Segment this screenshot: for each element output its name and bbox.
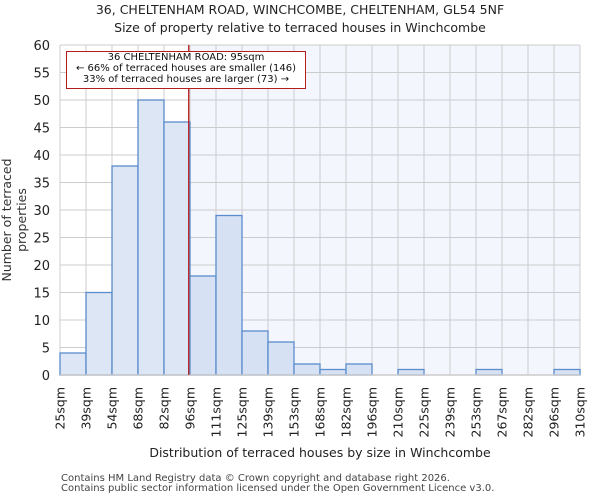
- histogram-bar: [85, 291, 113, 376]
- footer-licence: Contains public sector information licen…: [61, 483, 495, 494]
- x-tick-label: 153sqm: [287, 387, 302, 437]
- histogram-bar: [189, 275, 217, 376]
- chart-title: 36, CHELTENHAM ROAD, WINCHCOMBE, CHELTEN…: [95, 2, 505, 17]
- x-tick-label: 139sqm: [261, 387, 276, 437]
- x-tick-label: 239sqm: [443, 387, 458, 437]
- histogram-bar: [319, 368, 347, 376]
- x-tick-label: 125sqm: [235, 387, 250, 437]
- x-tick-label: 54sqm: [105, 387, 120, 430]
- x-tick-label: 68sqm: [131, 387, 146, 430]
- x-tick-label: 168sqm: [313, 387, 328, 437]
- x-axis-label: Distribution of terraced houses by size …: [149, 445, 491, 460]
- histogram-bar: [345, 363, 373, 376]
- y-tick-label: 50: [33, 94, 50, 109]
- x-tick-label: 225sqm: [417, 387, 432, 437]
- x-tick-label: 267sqm: [495, 387, 510, 437]
- y-tick-label: 55: [33, 67, 50, 82]
- annotation-line-2: ← 66% of terraced houses are smaller (14…: [75, 63, 297, 74]
- y-tick-label: 35: [33, 177, 50, 192]
- x-tick-label: 282sqm: [521, 387, 536, 437]
- property-annotation-box: 36 CHELTENHAM ROAD: 95sqm ← 66% of terra…: [66, 51, 306, 89]
- y-tick-label: 25: [33, 232, 50, 247]
- histogram-bar: [111, 165, 139, 376]
- y-tick-label: 15: [33, 287, 50, 302]
- x-tick-label: 310sqm: [573, 387, 588, 437]
- footer-copyright: Contains HM Land Registry data © Crown c…: [61, 473, 450, 484]
- histogram-bar: [163, 121, 191, 376]
- y-tick-label: 40: [33, 149, 50, 164]
- y-tick-label: 60: [33, 39, 50, 54]
- histogram-bar: [241, 330, 269, 376]
- y-tick-label: 20: [33, 259, 50, 274]
- y-tick-label: 5: [42, 342, 50, 357]
- chart-subtitle: Size of property relative to terraced ho…: [114, 20, 486, 35]
- x-tick-label: 196sqm: [365, 387, 380, 437]
- histogram-bar: [293, 363, 321, 376]
- x-tick-label: 39sqm: [79, 387, 94, 430]
- x-tick-label: 96sqm: [183, 387, 198, 430]
- annotation-line-3: 33% of terraced houses are larger (73) →: [82, 74, 290, 85]
- y-axis-label: Number of terraced properties: [0, 158, 29, 282]
- y-tick-label: 0: [42, 369, 50, 384]
- x-tick-label: 182sqm: [339, 387, 354, 437]
- histogram-bar: [475, 368, 503, 376]
- x-tick-label: 210sqm: [391, 387, 406, 437]
- histogram-bar: [137, 99, 165, 376]
- histogram-bar: [553, 368, 581, 376]
- annotation-line-1: 36 CHELTENHAM ROAD: 95sqm: [107, 52, 265, 63]
- y-tick-label: 30: [33, 204, 50, 219]
- histogram-bar: [397, 368, 425, 376]
- x-tick-label: 25sqm: [53, 387, 68, 430]
- y-tick-label: 45: [33, 122, 50, 137]
- x-tick-label: 111sqm: [209, 387, 224, 437]
- histogram-bar: [59, 352, 87, 376]
- y-tick-label: 10: [33, 314, 50, 329]
- x-tick-label: 253sqm: [469, 387, 484, 437]
- x-tick-label: 296sqm: [547, 387, 562, 437]
- x-tick-label: 82sqm: [157, 387, 172, 430]
- histogram-bar: [215, 214, 243, 376]
- histogram-bar: [267, 341, 295, 376]
